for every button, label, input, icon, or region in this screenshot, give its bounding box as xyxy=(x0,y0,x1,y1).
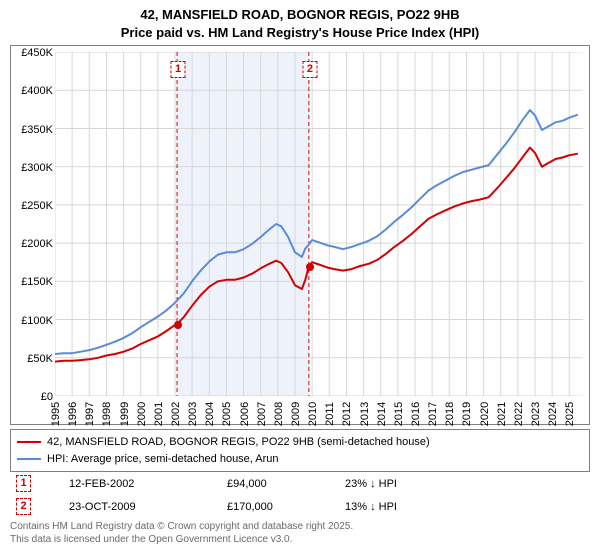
attribution-line-2: This data is licensed under the Open Gov… xyxy=(10,533,590,546)
x-axis-label: 2006 xyxy=(239,402,251,426)
x-axis-label: 2009 xyxy=(290,402,302,426)
x-axis-label: 2005 xyxy=(221,402,233,426)
x-axis-label: 2015 xyxy=(393,402,405,426)
x-axis-label: 1995 xyxy=(50,402,62,426)
x-axis-label: 2025 xyxy=(564,402,576,426)
sale-diff: 23% ↓ HPI xyxy=(345,478,455,490)
chart-container: 1 2 £0 £50K £100K £150K £200K £250K £300K £350K £4… xyxy=(10,45,590,425)
x-axis-label: 2001 xyxy=(153,402,165,426)
x-axis-label: 1998 xyxy=(101,402,113,426)
x-axis-label: 2019 xyxy=(461,402,473,426)
x-axis-label: 1999 xyxy=(119,402,131,426)
y-axis-label: £400K xyxy=(13,85,53,97)
x-axis-label: 2008 xyxy=(273,402,285,426)
x-axis-label: 2002 xyxy=(170,402,182,426)
y-axis-label: £50K xyxy=(13,353,53,365)
legend: 42, MANSFIELD ROAD, BOGNOR REGIS, PO22 9… xyxy=(10,429,590,472)
x-axis-label: 2024 xyxy=(547,402,559,426)
x-axis-label: 1996 xyxy=(67,402,79,426)
title-line-1: 42, MANSFIELD ROAD, BOGNOR REGIS, PO22 9… xyxy=(8,6,592,24)
x-axis-label: 2012 xyxy=(341,402,353,426)
sale-marker-dot xyxy=(306,263,314,271)
x-axis-label: 2013 xyxy=(359,402,371,426)
legend-row: HPI: Average price, semi-detached house,… xyxy=(17,451,583,468)
y-axis-label: £300K xyxy=(13,162,53,174)
sale-diff: 13% ↓ HPI xyxy=(345,501,455,513)
y-axis-label: £250K xyxy=(13,200,53,212)
sale-marker-badge: 1 xyxy=(171,61,186,78)
sale-row-badge: 1 xyxy=(16,475,31,492)
x-axis-label: 2011 xyxy=(324,402,336,426)
x-axis-label: 2010 xyxy=(307,402,319,426)
sale-marker-dot xyxy=(174,321,182,329)
x-axis-label: 2014 xyxy=(376,402,388,426)
sale-row: 1 12-FEB-2002 £94,000 23% ↓ HPI xyxy=(10,472,590,495)
x-axis-label: 2018 xyxy=(444,402,456,426)
chart-title: 42, MANSFIELD ROAD, BOGNOR REGIS, PO22 9… xyxy=(0,0,600,43)
sale-row: 2 23-OCT-2009 £170,000 13% ↓ HPI xyxy=(10,495,590,518)
x-axis-label: 2016 xyxy=(410,402,422,426)
y-axis-label: £200K xyxy=(13,238,53,250)
legend-swatch xyxy=(17,458,41,460)
plot-area xyxy=(55,52,583,396)
x-axis-label: 2004 xyxy=(204,402,216,426)
sale-row-badge: 2 xyxy=(16,498,31,515)
title-line-2: Price paid vs. HM Land Registry's House … xyxy=(8,24,592,42)
y-axis-label: £350K xyxy=(13,124,53,136)
y-axis-label: £100K xyxy=(13,315,53,327)
sale-price: £94,000 xyxy=(227,478,337,490)
sale-date: 23-OCT-2009 xyxy=(69,501,219,513)
x-axis-label: 2000 xyxy=(136,402,148,426)
y-axis-label: £450K xyxy=(13,47,53,59)
x-axis-label: 2020 xyxy=(479,402,491,426)
y-axis-label: £0 xyxy=(13,391,53,403)
sale-price: £170,000 xyxy=(227,501,337,513)
x-axis-label: 2003 xyxy=(187,402,199,426)
x-axis-label: 2022 xyxy=(513,402,525,426)
legend-label: HPI: Average price, semi-detached house,… xyxy=(47,451,279,468)
x-axis-label: 1997 xyxy=(84,402,96,426)
attribution: Contains HM Land Registry data © Crown c… xyxy=(10,520,590,546)
x-axis-label: 2023 xyxy=(530,402,542,426)
y-axis-label: £150K xyxy=(13,276,53,288)
attribution-line-1: Contains HM Land Registry data © Crown c… xyxy=(10,520,590,533)
legend-label: 42, MANSFIELD ROAD, BOGNOR REGIS, PO22 9… xyxy=(47,434,430,451)
x-axis-label: 2021 xyxy=(496,402,508,426)
x-axis-label: 2017 xyxy=(427,402,439,426)
x-axis-label: 2007 xyxy=(256,402,268,426)
sale-date: 12-FEB-2002 xyxy=(69,478,219,490)
sale-marker-badge: 2 xyxy=(302,61,317,78)
legend-row: 42, MANSFIELD ROAD, BOGNOR REGIS, PO22 9… xyxy=(17,434,583,451)
legend-swatch xyxy=(17,441,41,443)
